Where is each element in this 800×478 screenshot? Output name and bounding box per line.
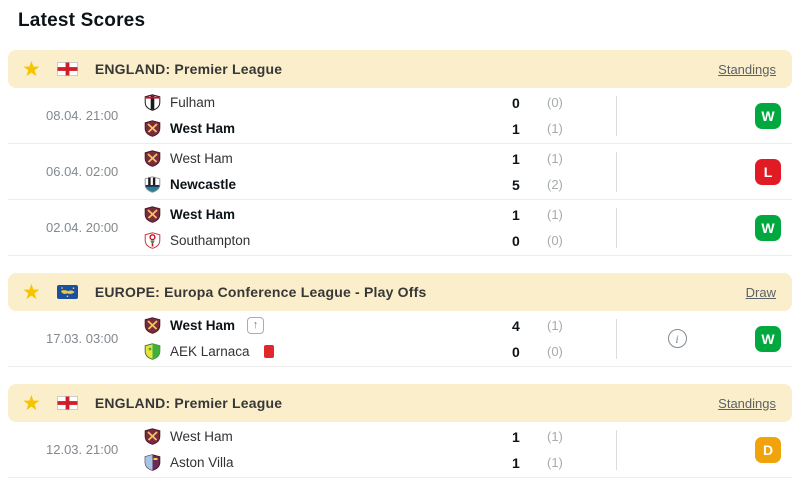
home-team-name: West Ham [170, 151, 233, 166]
away-team-name: AEK Larnaca [170, 344, 250, 359]
result-badge-loss[interactable]: L [755, 158, 781, 185]
home-team: West Ham [144, 428, 512, 445]
away-team-name: West Ham [170, 121, 236, 136]
home-team-name: Fulham [170, 95, 216, 110]
match-teams: Fulham West Ham [144, 94, 512, 137]
england-flag-icon [56, 62, 78, 76]
home-team-name: West Ham [170, 429, 233, 444]
match-info-icon[interactable]: i [667, 329, 687, 348]
red-card-icon [263, 345, 274, 358]
scores-list: ★ ENGLAND: Premier League Standings 08.0… [8, 50, 792, 478]
away-team: AEK Larnaca [144, 343, 512, 360]
home-halftime-score: (1) [547, 318, 563, 333]
favorite-star-icon[interactable]: ★ [22, 57, 41, 81]
home-team: Fulham [144, 94, 512, 111]
home-halftime-score: (1) [547, 429, 563, 444]
match-teams: West Ham Aston Villa [144, 428, 512, 471]
match-scores: 1 (1) 1 (1) [512, 428, 616, 471]
match-scores: 4 (1) 0 (0) [512, 317, 616, 360]
result-badge-draw[interactable]: D [755, 436, 781, 463]
aston-villa-logo-icon [144, 454, 161, 471]
row-divider [616, 318, 617, 359]
away-score: 1 [512, 120, 520, 137]
league-title: ENGLAND: Premier League [94, 395, 283, 411]
home-team-name: West Ham [170, 318, 236, 333]
home-score: 1 [512, 206, 520, 223]
draw-link[interactable]: Draw [745, 284, 776, 300]
west-ham-logo-icon [144, 317, 161, 334]
home-score: 4 [512, 317, 520, 334]
league-header-premier-league: ★ ENGLAND: Premier League Standings [8, 384, 792, 422]
away-team-name: Newcastle [170, 177, 237, 192]
home-team: West Ham ↑ [144, 317, 512, 334]
match-scores: 1 (1) 0 (0) [512, 206, 616, 249]
match-date: 02.04. 20:00 [46, 220, 119, 235]
southampton-logo-icon [144, 232, 161, 249]
west-ham-logo-icon [144, 120, 161, 137]
row-divider [616, 207, 617, 248]
row-divider [616, 429, 617, 470]
europe-flag-icon [56, 285, 78, 299]
west-ham-logo-icon [144, 150, 161, 167]
away-halftime-score: (0) [547, 344, 563, 359]
away-score: 0 [512, 343, 520, 360]
match-row[interactable]: 17.03. 03:00 West Ham ↑ AEK Larnaca 4 (1)… [8, 311, 792, 367]
result-badge-win[interactable]: W [755, 325, 781, 352]
away-team: Southampton [144, 232, 512, 249]
west-ham-logo-icon [144, 206, 161, 223]
match-row[interactable]: 06.04. 02:00 West Ham Newcastle 1 (1) 5 (2… [8, 144, 792, 200]
home-team: West Ham [144, 150, 512, 167]
home-halftime-score: (1) [547, 207, 563, 222]
favorite-star-icon[interactable]: ★ [22, 280, 41, 304]
match-scores: 1 (1) 5 (2) [512, 150, 616, 193]
away-team-name: Southampton [170, 233, 251, 248]
away-score: 0 [512, 232, 520, 249]
fulham-logo-icon [144, 94, 161, 111]
home-halftime-score: (0) [547, 95, 563, 110]
page-title: Latest Scores [18, 10, 146, 31]
match-scores: 0 (0) 1 (1) [512, 94, 616, 137]
home-halftime-score: (1) [547, 151, 563, 166]
away-team: Newcastle [144, 176, 512, 193]
west-ham-logo-icon [144, 428, 161, 445]
match-date: 12.03. 21:00 [46, 442, 119, 457]
away-score: 1 [512, 454, 520, 471]
match-date: 08.04. 21:00 [46, 108, 119, 123]
league-header-conference-league: ★ EUROPE: Europa Conference League - Pla… [8, 273, 792, 311]
match-teams: West Ham ↑ AEK Larnaca [144, 317, 512, 360]
away-team: Aston Villa [144, 454, 512, 471]
home-score: 1 [512, 428, 520, 445]
standings-link[interactable]: Standings [718, 395, 776, 411]
row-divider [616, 151, 617, 192]
league-title: ENGLAND: Premier League [94, 61, 283, 77]
home-team-name: West Ham [170, 207, 236, 222]
away-team-name: Aston Villa [170, 455, 234, 470]
away-score: 5 [512, 176, 520, 193]
england-flag-icon [56, 396, 78, 410]
league-title: EUROPE: Europa Conference League - Play … [94, 284, 427, 300]
qualified-arrow-icon[interactable]: ↑ [247, 317, 265, 334]
match-date: 17.03. 03:00 [46, 331, 119, 346]
match-row[interactable]: 02.04. 20:00 West Ham Southampton 1 (1) 0… [8, 200, 792, 256]
league-header-premier-league: ★ ENGLAND: Premier League Standings [8, 50, 792, 88]
match-row[interactable]: 08.04. 21:00 Fulham West Ham 0 (0) 1 (1) W [8, 88, 792, 144]
away-halftime-score: (2) [547, 177, 563, 192]
result-badge-win[interactable]: W [755, 214, 781, 241]
home-score: 0 [512, 94, 520, 111]
away-halftime-score: (1) [547, 121, 563, 136]
home-team: West Ham [144, 206, 512, 223]
match-date: 06.04. 02:00 [46, 164, 119, 179]
aek-larnaca-logo-icon [144, 343, 161, 360]
match-teams: West Ham Southampton [144, 206, 512, 249]
match-teams: West Ham Newcastle [144, 150, 512, 193]
newcastle-logo-icon [144, 176, 161, 193]
favorite-star-icon[interactable]: ★ [22, 391, 41, 415]
away-team: West Ham [144, 120, 512, 137]
away-halftime-score: (0) [547, 233, 563, 248]
away-halftime-score: (1) [547, 455, 563, 470]
standings-link[interactable]: Standings [718, 61, 776, 77]
row-divider [616, 95, 617, 136]
result-badge-win[interactable]: W [755, 102, 781, 129]
home-score: 1 [512, 150, 520, 167]
